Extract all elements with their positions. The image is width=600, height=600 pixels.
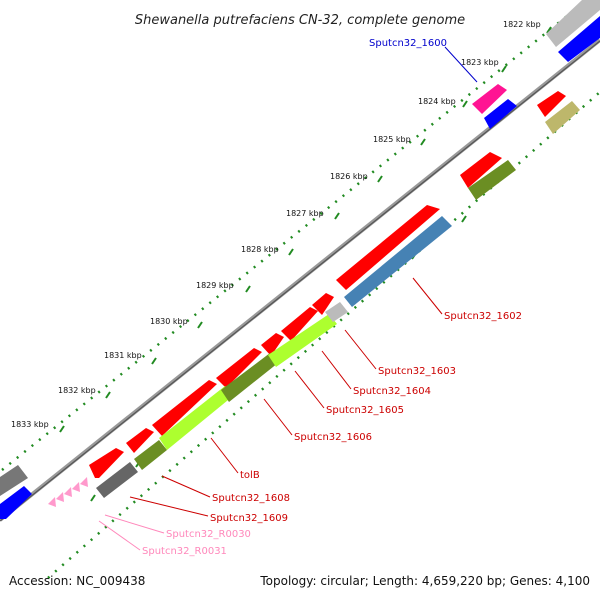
gene-lime-1604[interactable] bbox=[268, 314, 337, 367]
major-tick-mark bbox=[151, 357, 157, 365]
accession-label: Accession: NC_009438 bbox=[9, 574, 146, 588]
tick-label-1833: 1833 kbp bbox=[11, 420, 49, 429]
trna-mark[interactable] bbox=[64, 487, 72, 497]
gene-steel-1602[interactable] bbox=[344, 216, 452, 307]
major-tick-mark bbox=[377, 175, 383, 183]
kbp-tick-labels: 1822 kbp 1823 kbp 1824 kbp 1825 kbp 1826… bbox=[11, 20, 541, 429]
tick-label-1822: 1822 kbp bbox=[503, 20, 541, 29]
gene-1606[interactable] bbox=[152, 380, 217, 436]
gene-lime-1606[interactable] bbox=[159, 386, 233, 450]
label-sputcn32-1609[interactable]: Sputcn32_1609 bbox=[210, 513, 288, 524]
gene-gray-1603[interactable] bbox=[325, 302, 348, 322]
gene-top-right[interactable] bbox=[537, 91, 566, 117]
major-ticks bbox=[59, 26, 552, 502]
tick-label-1829: 1829 kbp bbox=[196, 281, 234, 290]
topology-label: Topology: circular; Length: 4,659,220 bp… bbox=[260, 574, 590, 588]
major-tick-mark bbox=[59, 425, 65, 433]
gene-olive-1605[interactable] bbox=[221, 353, 278, 402]
trna-mark[interactable] bbox=[72, 482, 80, 492]
major-tick-mark bbox=[245, 285, 251, 293]
major-tick-mark bbox=[501, 65, 507, 73]
label-tolb[interactable]: tolB bbox=[240, 470, 260, 481]
gene-rna-gray-left[interactable] bbox=[0, 465, 28, 496]
gene-khaki-right[interactable] bbox=[545, 101, 580, 134]
label-sputcn32-r0030[interactable]: Sputcn32_R0030 bbox=[166, 529, 251, 540]
label-sputcn32-1605[interactable]: Sputcn32_1605 bbox=[326, 405, 404, 416]
major-tick-mark bbox=[334, 212, 340, 220]
map-title: Shewanella putrefaciens CN-32, complete … bbox=[135, 13, 465, 28]
tick-label-1824: 1824 kbp bbox=[418, 97, 456, 106]
label-sputcn32-r0031[interactable]: Sputcn32_R0031 bbox=[142, 546, 227, 557]
label-sputcn32-1608[interactable]: Sputcn32_1608 bbox=[212, 493, 290, 504]
trna-mark[interactable] bbox=[48, 497, 56, 507]
forward-strand-genes bbox=[89, 84, 566, 478]
trna-genes bbox=[48, 477, 88, 507]
gene-1603[interactable] bbox=[281, 307, 318, 341]
gene-1607-tolb[interactable] bbox=[126, 428, 154, 453]
gene-blue-left[interactable] bbox=[0, 486, 32, 519]
trna-mark[interactable] bbox=[80, 477, 88, 487]
gene-1601[interactable] bbox=[460, 152, 502, 188]
trna-mark[interactable] bbox=[56, 492, 64, 502]
label-sputcn32-1604[interactable]: Sputcn32_1604 bbox=[353, 386, 431, 397]
label-leader-lines bbox=[98, 46, 478, 551]
major-tick-mark bbox=[288, 248, 294, 256]
tick-label-1827: 1827 kbp bbox=[286, 209, 324, 218]
major-tick-mark bbox=[90, 494, 96, 502]
major-tick-mark bbox=[420, 138, 426, 146]
outer-tick-row bbox=[1, 3, 583, 471]
gene-1603b[interactable] bbox=[312, 293, 334, 315]
tick-label-1828: 1828 kbp bbox=[241, 245, 279, 254]
gene-gray-1609[interactable] bbox=[96, 462, 138, 498]
gene-1604[interactable] bbox=[261, 333, 284, 356]
major-tick-mark bbox=[462, 100, 468, 108]
gene-blue-top[interactable] bbox=[558, 16, 600, 62]
major-tick-mark bbox=[197, 321, 203, 329]
gene-labels: Sputcn32_1600 Sputcn32_1602 Sputcn32_160… bbox=[142, 38, 522, 557]
genome-backbone bbox=[0, 38, 600, 522]
label-sputcn32-1600[interactable]: Sputcn32_1600 bbox=[369, 38, 447, 49]
major-tick-mark bbox=[461, 215, 467, 223]
reverse-strand-genes bbox=[0, 0, 600, 519]
tick-label-1831: 1831 kbp bbox=[104, 351, 142, 360]
gene-1605[interactable] bbox=[216, 348, 262, 388]
gene-1608[interactable] bbox=[89, 448, 124, 478]
label-sputcn32-1606[interactable]: Sputcn32_1606 bbox=[294, 432, 372, 443]
label-sputcn32-1602[interactable]: Sputcn32_1602 bbox=[444, 311, 522, 322]
label-sputcn32-1603[interactable]: Sputcn32_1603 bbox=[378, 366, 456, 377]
gene-1602[interactable] bbox=[336, 205, 440, 290]
tick-label-1830: 1830 kbp bbox=[150, 317, 188, 326]
major-tick-mark bbox=[546, 26, 552, 34]
tick-label-1832: 1832 kbp bbox=[58, 386, 96, 395]
gene-1600[interactable] bbox=[472, 84, 507, 114]
gene-blue-1600[interactable] bbox=[484, 99, 517, 129]
gene-olive-1608b[interactable] bbox=[134, 440, 167, 470]
inner-tick-row bbox=[47, 91, 600, 579]
tick-label-1823: 1823 kbp bbox=[461, 58, 499, 67]
gene-olive-1601[interactable] bbox=[468, 160, 516, 200]
tick-label-1826: 1826 kbp bbox=[330, 172, 368, 181]
tick-label-1825: 1825 kbp bbox=[373, 135, 411, 144]
gene-gray-top[interactable] bbox=[546, 0, 600, 47]
major-tick-mark bbox=[105, 391, 111, 399]
